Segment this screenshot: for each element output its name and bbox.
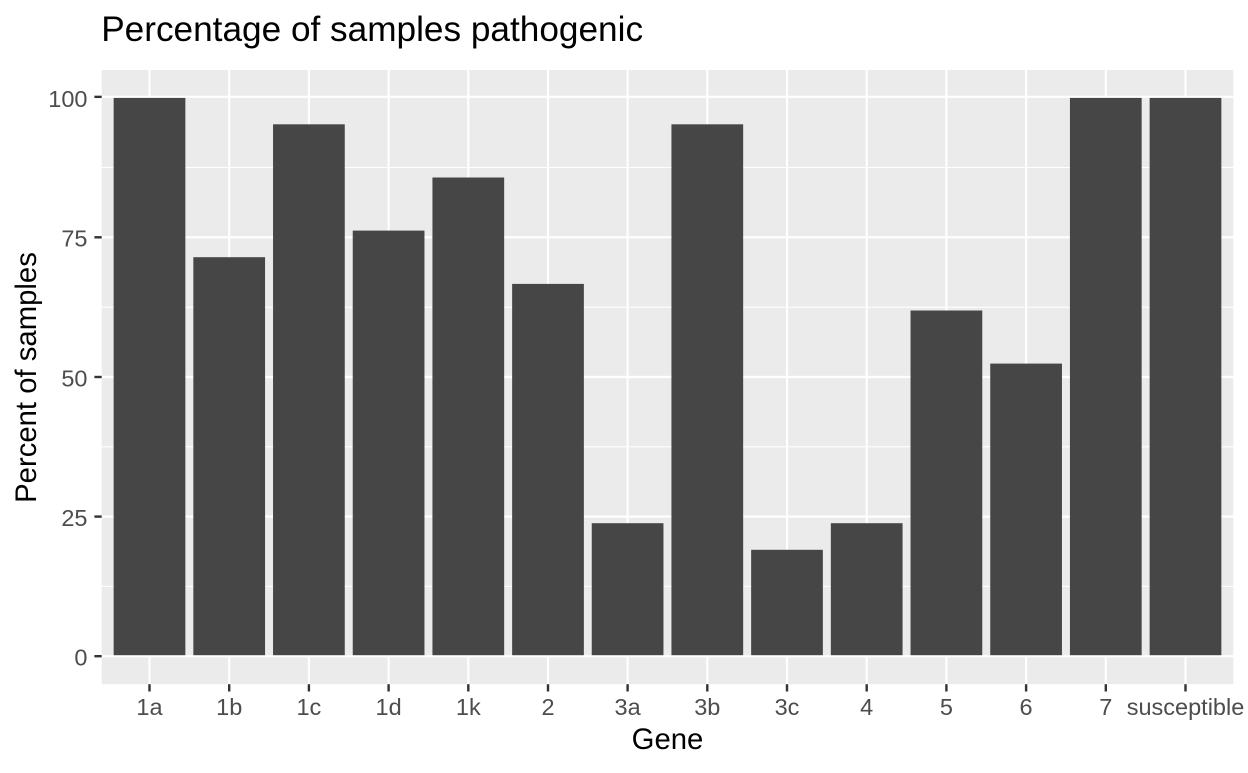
svg-text:susceptible: susceptible — [1127, 694, 1245, 720]
svg-text:100: 100 — [48, 86, 87, 112]
svg-text:1a: 1a — [136, 694, 163, 720]
svg-text:0: 0 — [74, 645, 87, 671]
svg-text:4: 4 — [860, 694, 873, 720]
svg-text:1d: 1d — [376, 694, 402, 720]
svg-text:1b: 1b — [216, 694, 242, 720]
svg-text:6: 6 — [1020, 694, 1033, 720]
svg-text:75: 75 — [61, 226, 87, 252]
svg-text:3b: 3b — [694, 694, 720, 720]
svg-text:2: 2 — [541, 694, 554, 720]
svg-text:50: 50 — [61, 365, 87, 391]
svg-text:Gene: Gene — [632, 723, 704, 756]
svg-text:25: 25 — [61, 505, 87, 531]
svg-text:1k: 1k — [456, 694, 481, 720]
svg-text:3a: 3a — [615, 694, 642, 720]
svg-text:Percent of samples: Percent of samples — [10, 252, 43, 503]
svg-text:5: 5 — [940, 694, 953, 720]
svg-text:1c: 1c — [296, 694, 321, 720]
svg-text:Percentage of samples pathogen: Percentage of samples pathogenic — [101, 10, 643, 49]
svg-text:3c: 3c — [775, 694, 800, 720]
svg-text:7: 7 — [1099, 694, 1112, 720]
